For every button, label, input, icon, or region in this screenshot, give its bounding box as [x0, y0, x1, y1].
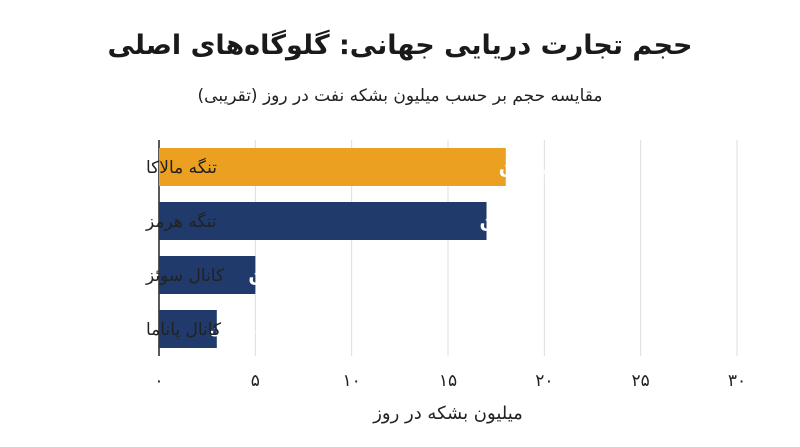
- category-label: کانال سوئز: [145, 266, 225, 286]
- data-label: ۵ میلیون: [248, 265, 330, 287]
- data-label: ۳ میلیون: [210, 322, 270, 338]
- data-label: ۱۷ میلیون: [480, 211, 573, 233]
- x-axis-label: میلیون بشکه در روز: [372, 403, 523, 424]
- x-tick-label: ۵: [251, 371, 260, 391]
- data-label: ۱۸ میلیون: [499, 157, 592, 179]
- category-label: تنگه هرمز: [145, 211, 217, 232]
- x-tick-label: ۱۰: [343, 371, 361, 391]
- x-tick-labels: ۰ ۵ ۱۰ ۱۵ ۲۰ ۲۵ ۳۰: [154, 371, 746, 391]
- bar: [159, 310, 217, 348]
- bar: [159, 256, 256, 294]
- bar: [159, 202, 487, 240]
- category-labels: تنگه مالاکا تنگه هرمز کانال سوئز کانال پانا…: [145, 157, 225, 340]
- category-label: کانال پاناما: [146, 320, 222, 340]
- category-label: تنگه مالاکا: [146, 157, 217, 178]
- chart-title: حجم تجارت دریایی جهانی: گلوگاه‌های اصلی: [107, 30, 693, 61]
- bar: [159, 148, 506, 186]
- x-tick-label: ۲۰: [535, 371, 553, 391]
- x-tick-label: ۲۵: [632, 371, 650, 391]
- x-tick-label: ۳۰: [728, 371, 746, 391]
- x-tick-label: ۱۵: [439, 371, 457, 391]
- x-tick-label: ۰: [154, 371, 163, 391]
- chart-subtitle: مقایسه حجم بر حسب میلیون بشکه نفت در روز…: [197, 86, 603, 106]
- bars: ۱۸ میلیون ۱۷ میلیون ۵ میلیون ۳ میلیون: [159, 148, 592, 348]
